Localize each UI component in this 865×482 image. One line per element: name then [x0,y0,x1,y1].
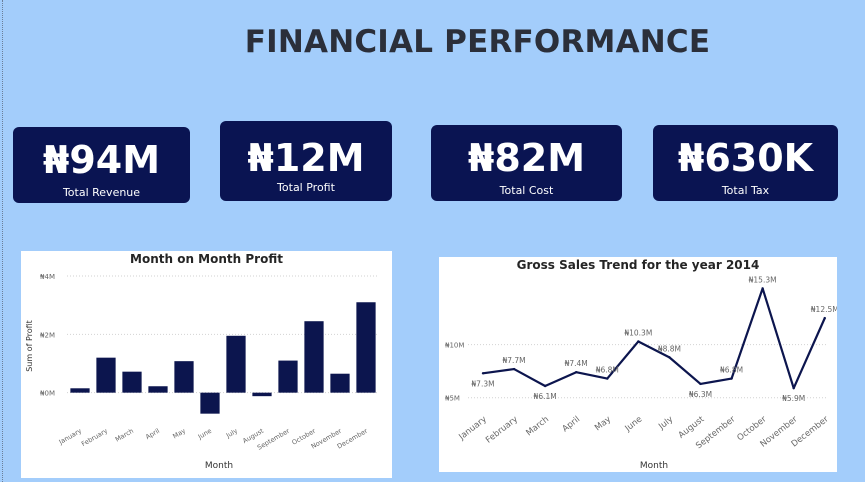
data-point [575,371,578,374]
x-tick-label: May [171,427,187,441]
kpi-card-total-tax[interactable]: ₦630K Total Tax [653,125,838,201]
kpi-value: ₦82M [467,136,586,180]
x-tick-label: June [623,414,645,434]
bar [96,357,116,393]
bar [252,392,272,397]
bar [278,360,298,393]
data-point [730,377,733,380]
kpi-card-total-profit[interactable]: ₦12M Total Profit [220,121,392,201]
kpi-value: ₦94M [42,138,161,182]
y-tick-label: ₦10M [445,342,464,350]
chart-title: Gross Sales Trend for the year 2014 [516,258,760,272]
y-tick-label: ₦0M [40,390,55,398]
data-point [512,367,516,371]
data-label: ₦7.7M [502,356,525,365]
data-label: ₦6.3M [689,390,712,399]
data-label: ₦6.8M [720,366,743,375]
kpi-label: Total Tax [721,184,770,197]
kpi-label: Total Profit [277,181,335,194]
bar [148,386,168,393]
data-point [637,340,640,343]
y-axis-label: Sum of Profit [25,320,34,372]
profit-bar-chart[interactable]: Month on Month Profit ₦0M ₦2M ₦4M January Fe… [21,251,392,478]
bar [122,371,142,393]
bar [356,302,376,393]
bar [330,373,350,393]
data-label: ₦6.8M [596,366,619,375]
y-tick-label: ₦4M [40,273,55,281]
x-tick-label: February [484,414,520,445]
data-point [481,372,485,375]
data-label: ₦7.3M [471,379,494,388]
data-label: ₦5.9M [782,394,805,403]
x-tick-label: April [144,427,161,441]
data-label: ₦10.3M [624,328,652,337]
y-tick-label: ₦2M [40,331,55,339]
x-tick-label: March [114,427,135,444]
data-point [543,384,547,388]
data-label: ₦12.5M [811,305,837,314]
data-point [792,386,795,390]
page-title: FINANCIAL PERFORMANCE [244,24,711,60]
kpi-card-total-cost[interactable]: ₦82M Total Cost [431,125,622,201]
kpi-card-total-revenue[interactable]: ₦94M Total Revenue [13,127,190,203]
x-tick-label: January [57,427,83,447]
x-tick-label: July [224,427,239,440]
kpi-label: Total Cost [499,184,554,197]
bar [70,388,90,393]
kpi-value: ₦630K [677,136,814,180]
x-axis-label: Month [205,461,233,471]
chart-title: Month on Month Profit [130,252,283,266]
data-point [761,287,764,290]
bar [174,361,194,393]
gross-sales-line-chart[interactable]: Gross Sales Trend for the year 2014 ₦5M ₦… [439,257,837,472]
data-point [668,356,671,359]
gross-sales-line-chart-svg: ₦5M₦10M₦7.3MJanuary₦7.7MFebruary₦6.1MMar… [445,275,837,471]
data-label: ₦7.4M [565,359,588,368]
bar [226,335,246,393]
x-tick-label: February [80,427,109,448]
bar [304,321,324,393]
y-tick-label: ₦5M [445,395,460,403]
data-point [606,377,609,380]
kpi-label: Total Revenue [62,186,141,199]
x-tick-label: March [524,414,551,438]
series-line [482,287,826,390]
data-point [699,382,702,386]
kpi-value: ₦12M [247,136,365,180]
data-label: ₦6.1M [534,392,557,401]
data-point [823,316,826,320]
x-axis-label: Month [640,461,668,471]
data-label: ₦8.8M [658,344,681,353]
x-tick-label: May [593,414,613,433]
x-tick-label: July [656,414,675,432]
bar [200,392,220,414]
x-tick-label: June [196,427,213,442]
page-left-border [2,0,3,482]
x-tick-label: April [561,414,582,434]
data-label: ₦15.3M [749,275,777,284]
